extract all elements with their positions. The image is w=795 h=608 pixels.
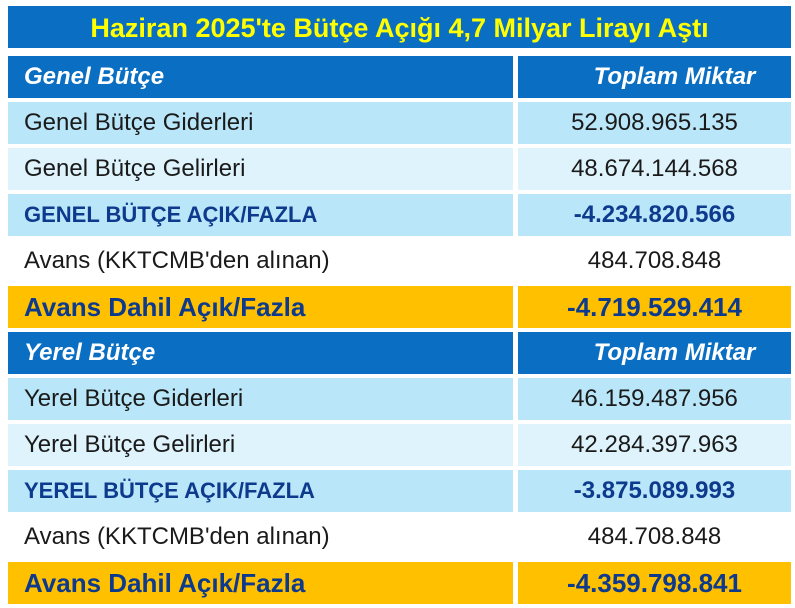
row-value: -3.875.089.993	[518, 470, 791, 512]
budget-table: Genel Bütçe Toplam Miktar Genel Bütçe Gi…	[8, 52, 791, 608]
row-value: 42.284.397.963	[518, 424, 791, 466]
amount-header-genel: Toplam Miktar	[518, 56, 791, 98]
table-row: Yerel Bütçe Giderleri 46.159.487.956	[8, 378, 791, 420]
row-value: -4.234.820.566	[518, 194, 791, 236]
section-header-yerel: Yerel Bütçe	[8, 332, 513, 374]
row-label: YEREL BÜTÇE AÇIK/FAZLA	[8, 470, 513, 512]
row-label: Avans (KKTCMB'den alınan)	[8, 516, 513, 558]
row-value: 52.908.965.135	[518, 102, 791, 144]
table-row: Genel Bütçe Giderleri 52.908.965.135	[8, 102, 791, 144]
row-label: Genel Bütçe Giderleri	[8, 102, 513, 144]
row-label: Genel Bütçe Gelirleri	[8, 148, 513, 190]
row-label: Avans Dahil Açık/Fazla	[8, 562, 513, 604]
row-label: Yerel Bütçe Gelirleri	[8, 424, 513, 466]
genel-header-row: Genel Bütçe Toplam Miktar	[8, 56, 791, 98]
yerel-header-row: Yerel Bütçe Toplam Miktar	[8, 332, 791, 374]
row-value: 484.708.848	[518, 240, 791, 282]
section-header-genel: Genel Bütçe	[8, 56, 513, 98]
row-value: 48.674.144.568	[518, 148, 791, 190]
amount-header-yerel: Toplam Miktar	[518, 332, 791, 374]
table-row: Genel Bütçe Gelirleri 48.674.144.568	[8, 148, 791, 190]
row-label: Avans Dahil Açık/Fazla	[8, 286, 513, 328]
row-label: Avans (KKTCMB'den alınan)	[8, 240, 513, 282]
row-value: 46.159.487.956	[518, 378, 791, 420]
row-value: 484.708.848	[518, 516, 791, 558]
highlight-row-genel: Avans Dahil Açık/Fazla -4.719.529.414	[8, 286, 791, 328]
page-title: Haziran 2025'te Bütçe Açığı 4,7 Milyar L…	[8, 6, 791, 48]
highlight-row-yerel: Avans Dahil Açık/Fazla -4.359.798.841	[8, 562, 791, 604]
total-row-yerel: YEREL BÜTÇE AÇIK/FAZLA -3.875.089.993	[8, 470, 791, 512]
row-value: -4.719.529.414	[518, 286, 791, 328]
table-row: Avans (KKTCMB'den alınan) 484.708.848	[8, 516, 791, 558]
total-row-genel: GENEL BÜTÇE AÇIK/FAZLA -4.234.820.566	[8, 194, 791, 236]
table-row: Avans (KKTCMB'den alınan) 484.708.848	[8, 240, 791, 282]
row-value: -4.359.798.841	[518, 562, 791, 604]
row-label: Yerel Bütçe Giderleri	[8, 378, 513, 420]
row-label: GENEL BÜTÇE AÇIK/FAZLA	[8, 194, 513, 236]
table-row: Yerel Bütçe Gelirleri 42.284.397.963	[8, 424, 791, 466]
